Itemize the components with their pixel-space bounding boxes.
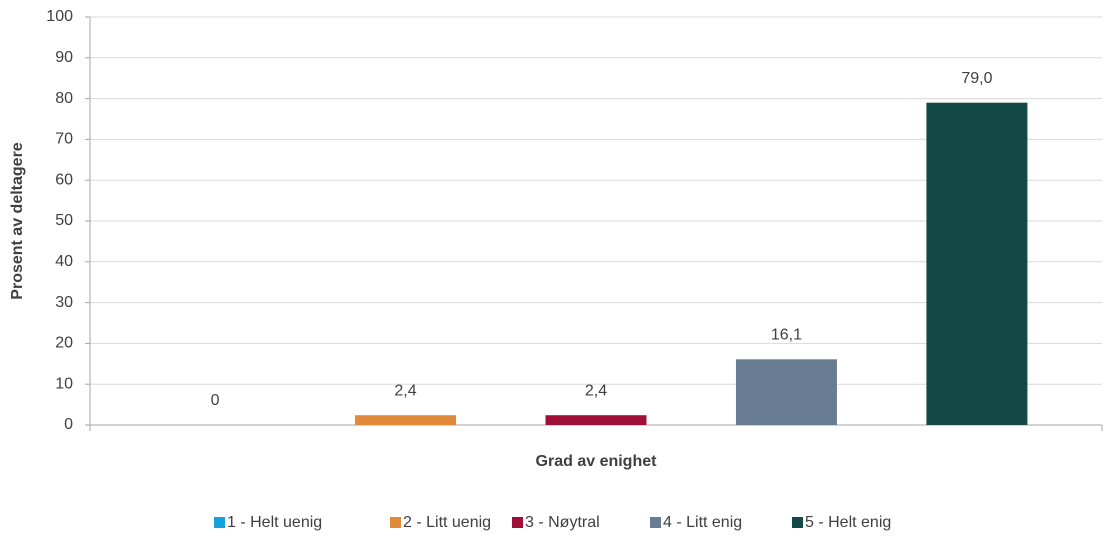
legend-swatch bbox=[650, 517, 661, 528]
y-tick-label: 10 bbox=[55, 375, 73, 392]
y-tick-label: 30 bbox=[55, 294, 73, 311]
y-tick-label: 20 bbox=[55, 335, 73, 352]
legend-swatch bbox=[792, 517, 803, 528]
legend-swatch bbox=[390, 517, 401, 528]
legend-label: 2 - Litt uenig bbox=[403, 514, 491, 531]
y-axis-label: Prosent av deltagere bbox=[9, 142, 26, 300]
legend-label: 4 - Litt enig bbox=[663, 514, 742, 531]
y-tick-label: 40 bbox=[55, 253, 73, 270]
bar bbox=[355, 415, 457, 425]
y-tick-label: 80 bbox=[55, 90, 73, 107]
bar bbox=[545, 415, 647, 425]
x-axis-label: Grad av enighet bbox=[536, 453, 658, 470]
y-tick-label: 50 bbox=[55, 212, 73, 229]
data-label: 2,4 bbox=[394, 382, 416, 399]
y-tick-label: 70 bbox=[55, 131, 73, 148]
data-label: 16,1 bbox=[771, 327, 802, 344]
bar bbox=[735, 359, 837, 425]
data-label: 2,4 bbox=[585, 382, 607, 399]
y-tick-label: 90 bbox=[55, 49, 73, 66]
data-label: 0 bbox=[211, 392, 220, 409]
y-tick-label: 100 bbox=[46, 8, 73, 25]
bar bbox=[926, 102, 1028, 426]
legend-swatch bbox=[214, 517, 225, 528]
legend-swatch bbox=[512, 517, 523, 528]
data-label: 79,0 bbox=[961, 70, 992, 87]
y-tick-label: 0 bbox=[64, 416, 73, 433]
legend-label: 5 - Helt enig bbox=[805, 514, 891, 531]
legend-label: 1 - Helt uenig bbox=[227, 514, 322, 531]
y-tick-label: 60 bbox=[55, 171, 73, 188]
legend-label: 3 - Nøytral bbox=[525, 514, 600, 531]
